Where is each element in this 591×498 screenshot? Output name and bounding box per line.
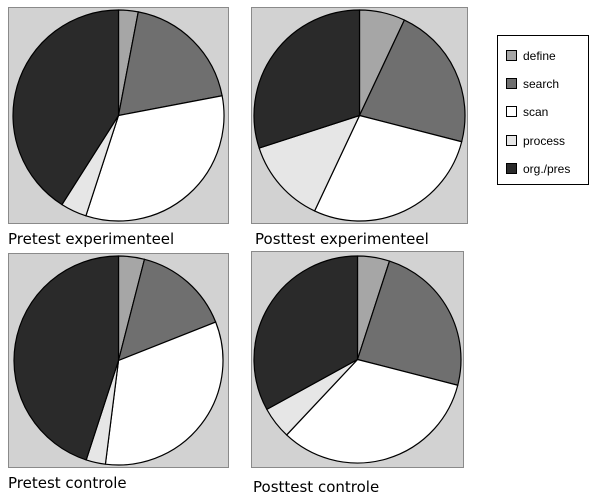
pie-slice-scan	[313, 114, 463, 222]
pie-slice-org-pres	[253, 255, 359, 410]
pie-panel-pretest-controle	[8, 253, 229, 468]
pie-chart-pretest-controle	[13, 255, 224, 466]
legend-label-scan: scan	[523, 105, 549, 119]
pie-slice-scan	[85, 95, 225, 222]
chart-legend: define search scan process org./pres	[497, 35, 589, 185]
pie-slice-search	[117, 11, 223, 117]
pie-slice-search	[356, 260, 462, 386]
pie-panel-posttest-controle	[251, 251, 464, 468]
legend-label-org-pres: org./pres	[523, 162, 571, 176]
legend-item-define: define	[506, 48, 556, 64]
legend-swatch-search	[506, 78, 517, 89]
legend-label-define: define	[523, 49, 556, 63]
pie-slice-search	[117, 258, 217, 362]
pie-chart-pretest-experimenteel	[12, 9, 225, 222]
pie-slice-search	[358, 19, 466, 143]
pie-slice-scan	[104, 321, 224, 466]
pie-slice-org-pres	[13, 255, 120, 461]
pie-slice-org-pres	[12, 9, 120, 206]
legend-item-org-pres: org./pres	[506, 161, 570, 177]
chart-title-pretest-controle: Pretest controle	[8, 474, 127, 492]
legend-swatch-define	[506, 50, 517, 61]
pie-panel-pretest-experimenteel	[8, 7, 229, 224]
chart-title-pretest-experimenteel: Pretest experimenteel	[8, 230, 175, 248]
legend-item-search: search	[506, 76, 559, 92]
legend-item-scan: scan	[506, 104, 548, 120]
chart-title-posttest-controle: Posttest controle	[253, 478, 380, 496]
pie-slice-process	[258, 114, 361, 212]
legend-item-process: process	[506, 133, 565, 149]
pie-chart-posttest-controle	[253, 255, 462, 464]
pie-slice-org-pres	[253, 9, 361, 149]
legend-label-search: search	[523, 77, 560, 91]
legend-swatch-process	[506, 135, 517, 146]
legend-swatch-org-pres	[506, 163, 517, 174]
chart-title-posttest-experimenteel: Posttest experimenteel	[255, 230, 429, 248]
legend-label-process: process	[523, 134, 566, 148]
pie-chart-posttest-experimenteel	[253, 9, 466, 222]
legend-swatch-scan	[506, 106, 517, 117]
pie-slice-scan	[286, 358, 459, 464]
pie-panel-posttest-experimenteel	[251, 7, 468, 224]
